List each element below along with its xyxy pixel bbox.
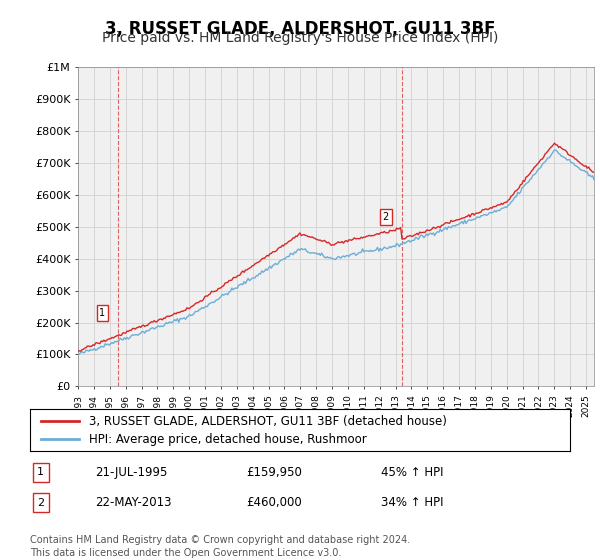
Text: 1: 1 — [37, 467, 44, 477]
Text: 2: 2 — [37, 498, 44, 508]
Text: 22-MAY-2013: 22-MAY-2013 — [95, 496, 172, 510]
Text: HPI: Average price, detached house, Rushmoor: HPI: Average price, detached house, Rush… — [89, 432, 367, 446]
Text: Price paid vs. HM Land Registry's House Price Index (HPI): Price paid vs. HM Land Registry's House … — [102, 31, 498, 45]
Text: £460,000: £460,000 — [246, 496, 302, 510]
Text: £159,950: £159,950 — [246, 465, 302, 479]
Text: Contains HM Land Registry data © Crown copyright and database right 2024.
This d: Contains HM Land Registry data © Crown c… — [30, 535, 410, 558]
Text: 34% ↑ HPI: 34% ↑ HPI — [381, 496, 443, 510]
Text: 3, RUSSET GLADE, ALDERSHOT, GU11 3BF: 3, RUSSET GLADE, ALDERSHOT, GU11 3BF — [105, 20, 495, 38]
Text: 2: 2 — [383, 212, 389, 222]
Text: 1: 1 — [100, 308, 106, 318]
Text: 21-JUL-1995: 21-JUL-1995 — [95, 465, 167, 479]
Text: 45% ↑ HPI: 45% ↑ HPI — [381, 465, 443, 479]
Text: 3, RUSSET GLADE, ALDERSHOT, GU11 3BF (detached house): 3, RUSSET GLADE, ALDERSHOT, GU11 3BF (de… — [89, 415, 447, 428]
